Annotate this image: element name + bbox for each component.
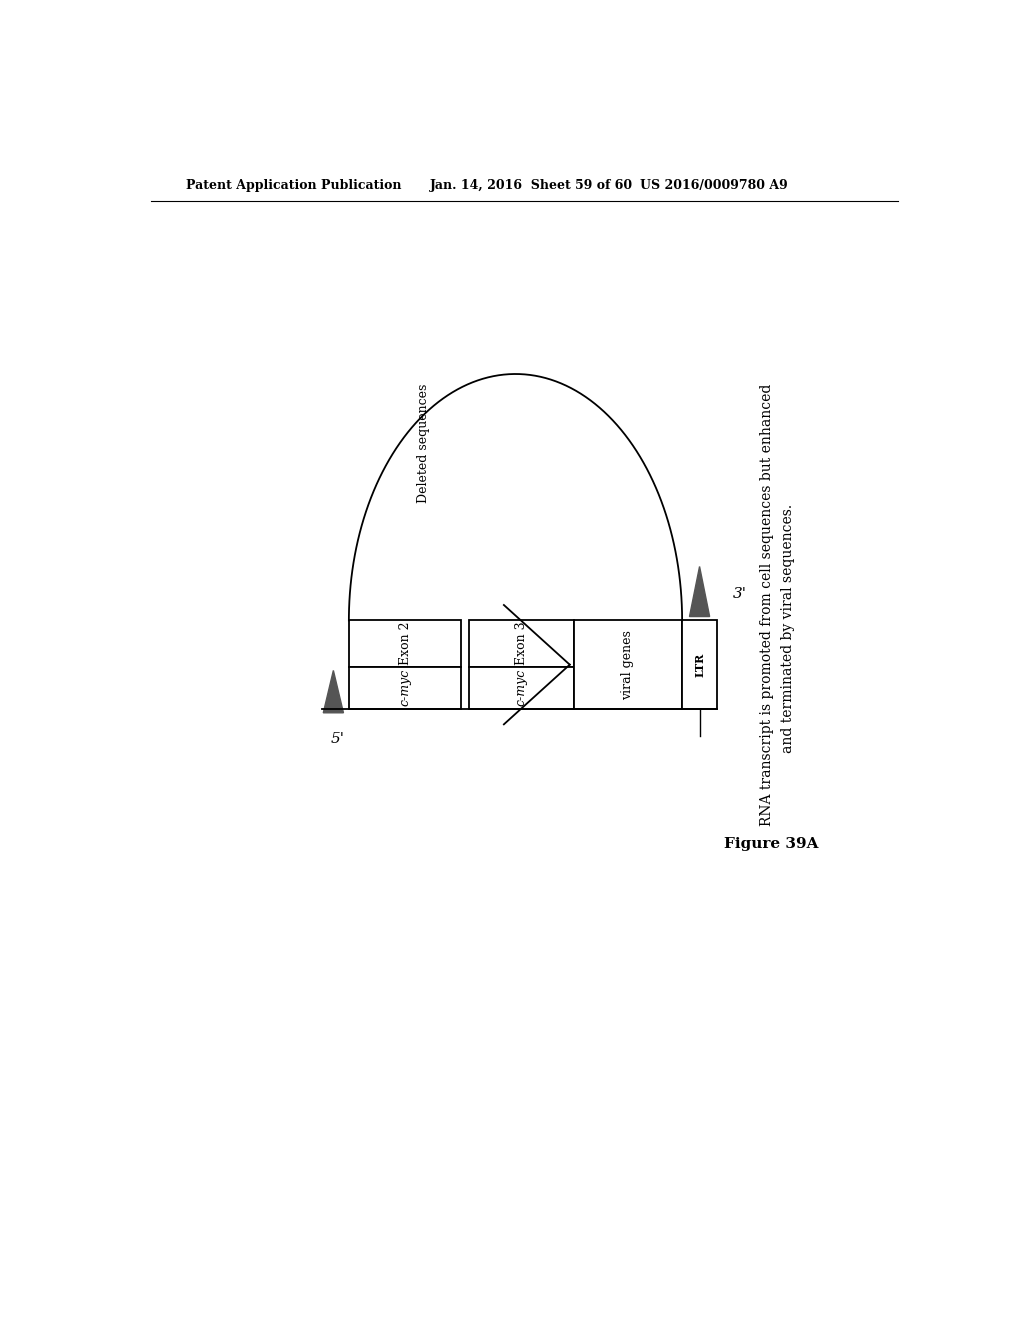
Text: Patent Application Publication: Patent Application Publication — [186, 178, 401, 191]
Text: and terminated by viral sequences.: and terminated by viral sequences. — [781, 503, 796, 752]
Text: c-myc: c-myc — [398, 669, 412, 706]
Text: c-myc: c-myc — [515, 669, 527, 706]
Text: RNA transcript is promoted from cell sequences but enhanced: RNA transcript is promoted from cell seq… — [760, 384, 773, 826]
Bar — [682, 620, 717, 709]
Text: Deleted sequences: Deleted sequences — [418, 383, 430, 503]
Text: US 2016/0009780 A9: US 2016/0009780 A9 — [640, 178, 787, 191]
Text: 3': 3' — [732, 587, 746, 601]
Text: Exon 2: Exon 2 — [398, 622, 412, 665]
Bar — [573, 620, 682, 709]
Polygon shape — [324, 671, 343, 713]
Bar — [349, 620, 461, 667]
Text: 5': 5' — [331, 733, 344, 746]
Text: Figure 39A: Figure 39A — [724, 837, 818, 850]
Polygon shape — [689, 566, 710, 616]
Text: Jan. 14, 2016  Sheet 59 of 60: Jan. 14, 2016 Sheet 59 of 60 — [430, 178, 634, 191]
Bar — [349, 667, 461, 709]
Bar — [469, 667, 573, 709]
Text: viral genes: viral genes — [622, 630, 635, 700]
Text: Exon 3: Exon 3 — [515, 622, 527, 665]
Text: LTR: LTR — [694, 652, 706, 677]
Bar — [469, 620, 573, 667]
